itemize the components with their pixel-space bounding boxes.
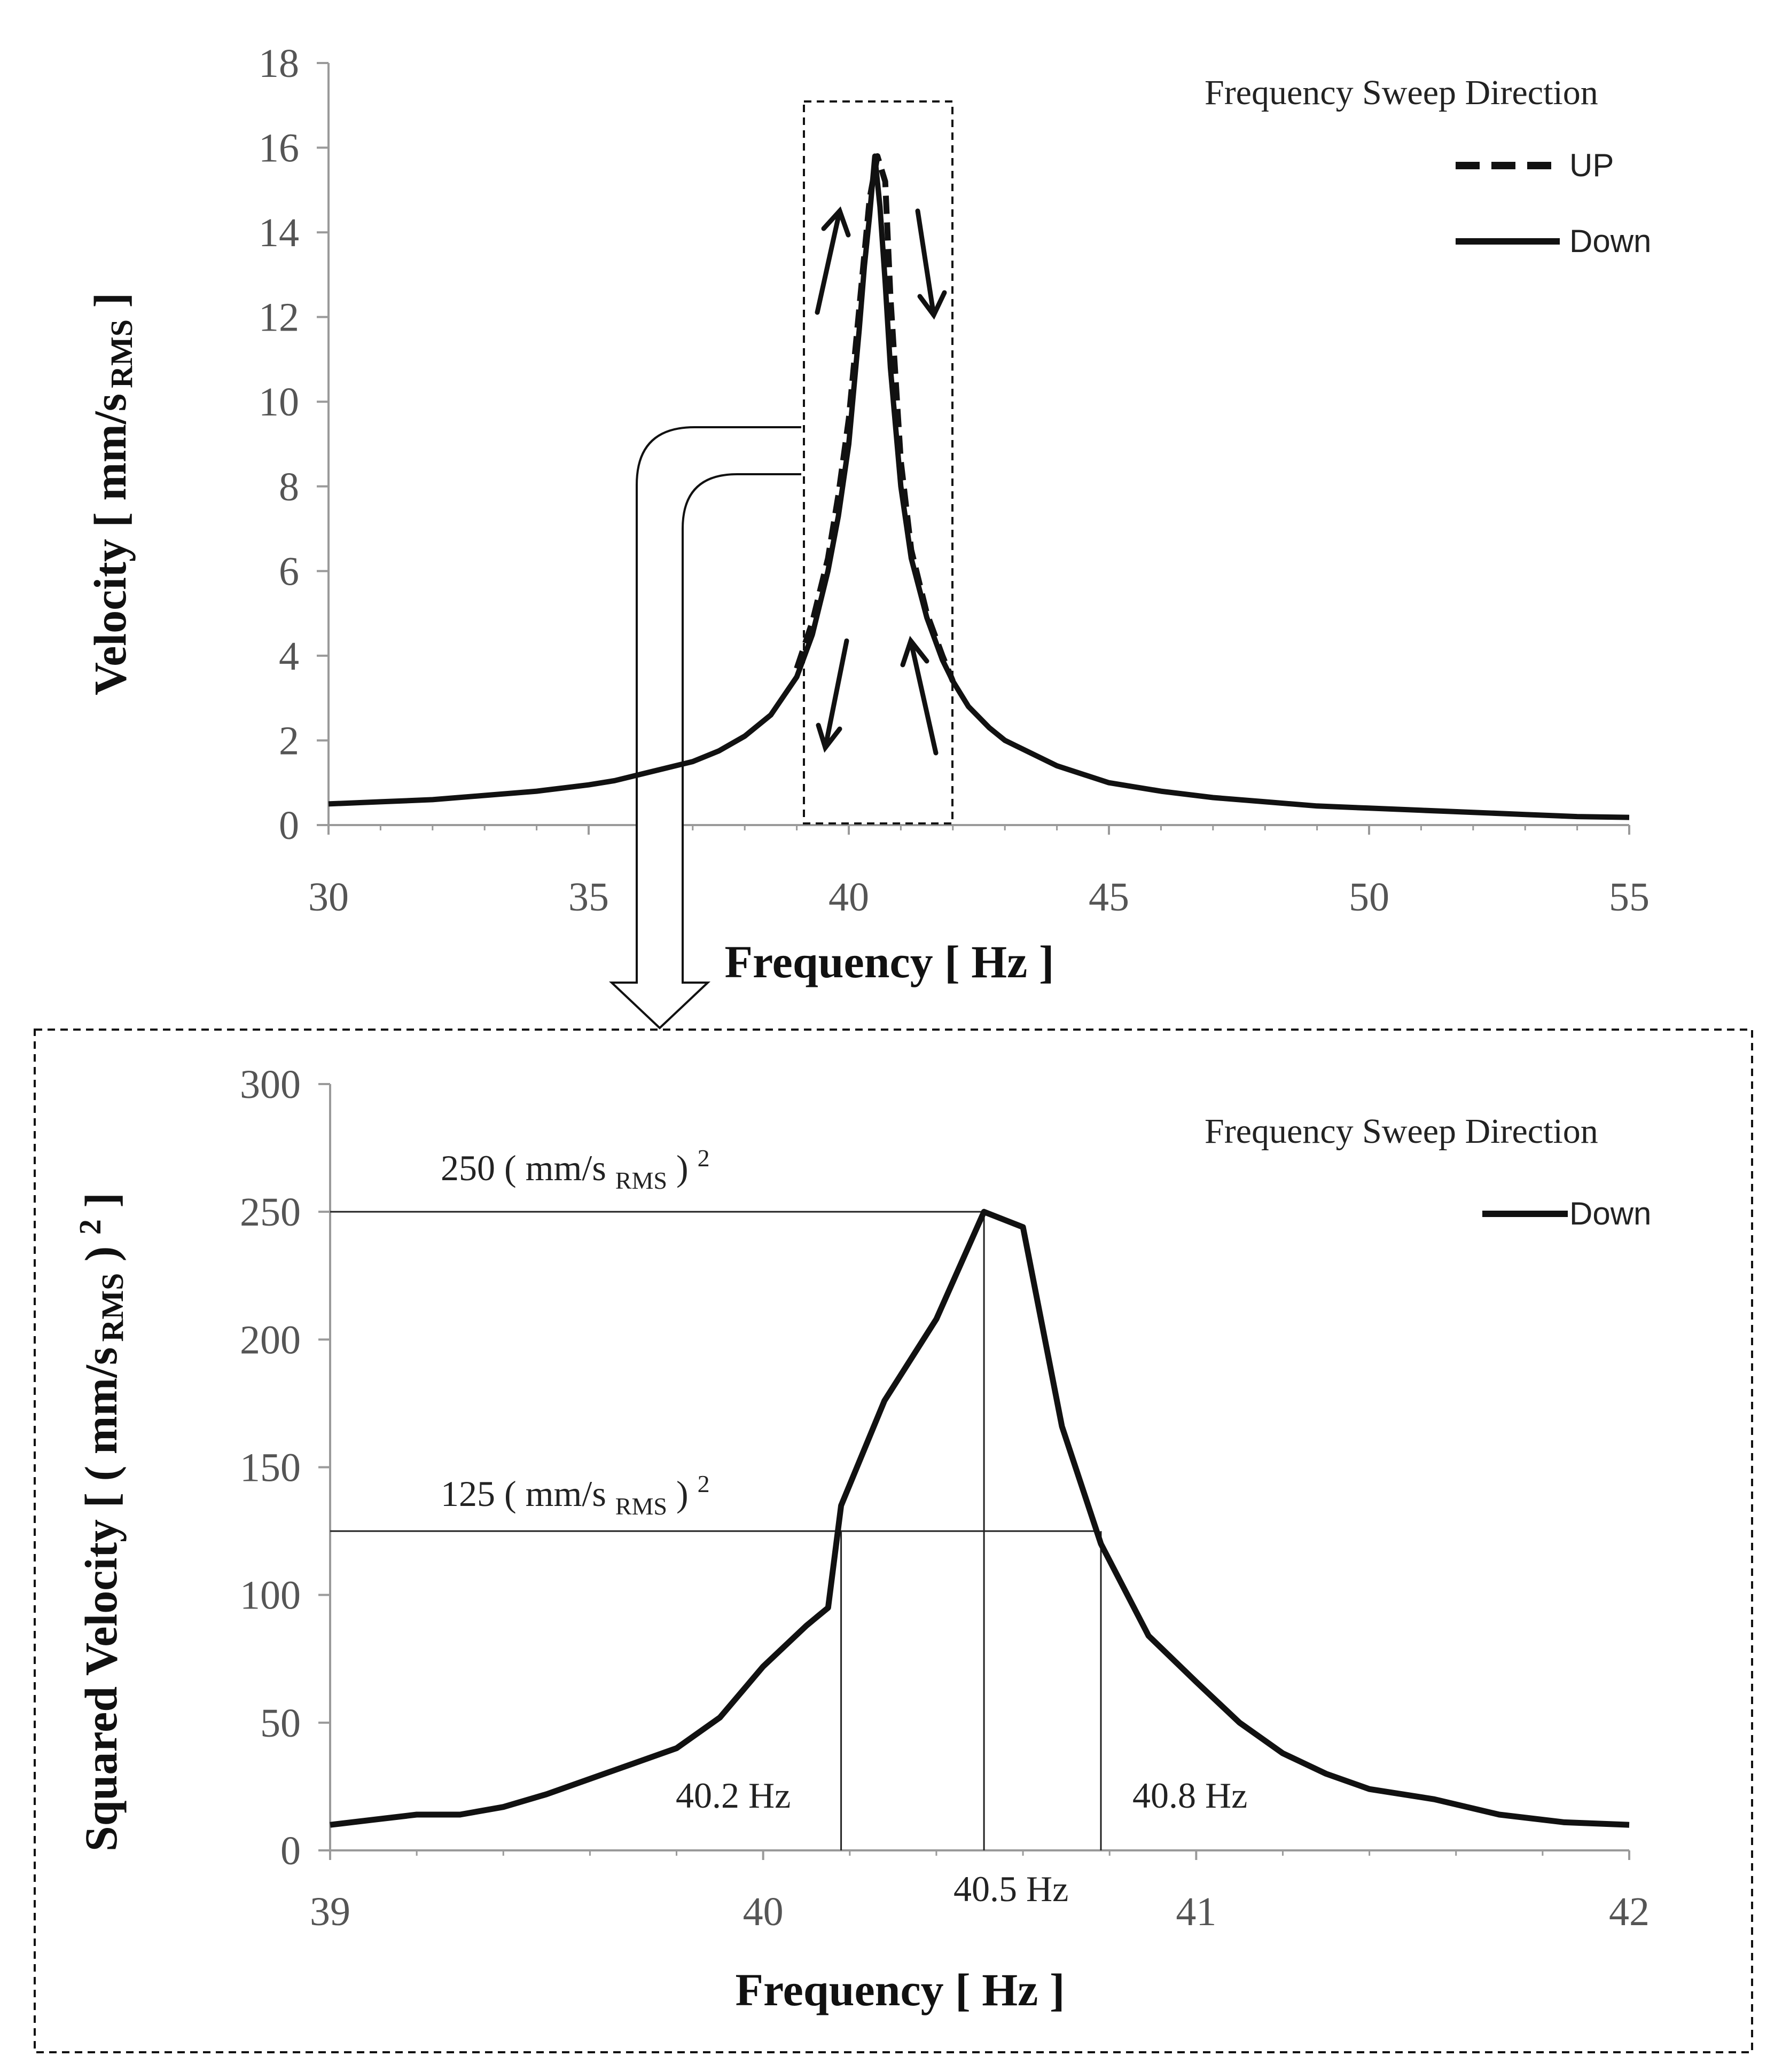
squared-velocity-y-tick-label: 200	[240, 1317, 301, 1362]
squared-velocity-series	[330, 1208, 1630, 1828]
sweep-direction-arrows	[815, 206, 947, 756]
velocity-y-axis-title: Velocity [ mm/sRMS ]	[84, 293, 139, 695]
arrow-down-icon	[816, 638, 849, 753]
squared-velocity-x-tick-label: 41	[1176, 1889, 1216, 1934]
velocity-x-tick-label: 50	[1349, 875, 1389, 920]
ref-label-125: 125 ( mm/s RMS ) 2	[441, 1470, 710, 1520]
squared-velocity-x-axis-title: Frequency [ Hz ]	[736, 1964, 1065, 2015]
legend-up-label: UP	[1569, 147, 1614, 183]
velocity-y-tick-label: 18	[259, 41, 299, 86]
squared-velocity-y-tick-label: 300	[240, 1062, 301, 1107]
squared-velocity-y-axis-title: Squared Velocity [ ( mm/sRMS ) 2 ]	[73, 1192, 130, 1851]
velocity-x-tick-label: 35	[568, 875, 609, 920]
ref-label-250: 250 ( mm/s RMS ) 2	[441, 1144, 710, 1194]
velocity-y-tick-label: 0	[279, 803, 299, 848]
velocity-y-tick-label: 14	[259, 210, 299, 255]
squared-velocity-y-tick-label: 250	[240, 1190, 301, 1235]
marker-label-40-8: 40.8 Hz	[1132, 1775, 1247, 1816]
squared-velocity-legend: Frequency Sweep Direction Down	[1205, 1112, 1651, 1231]
velocity-y-tick-label: 2	[279, 718, 299, 763]
squared-velocity-chart: 0 50 100 150 200 250 300 39 40 41 42 250 ( mm/s R…	[34, 1029, 1753, 2053]
velocity-legend: Frequency Sweep Direction UP Down	[1205, 73, 1651, 259]
velocity-y-tick-label: 8	[279, 465, 299, 509]
reference-lines	[330, 1211, 1102, 1850]
velocity-y-tick-label: 6	[279, 549, 299, 594]
velocity-series	[328, 153, 1630, 820]
velocity-chart: 0 2 4 6 8 10 12 14 16 18 30 35 40 45 50 55	[84, 41, 1651, 1030]
squared-velocity-y-tick-label: 150	[240, 1446, 301, 1490]
arrow-down-icon	[915, 208, 947, 320]
legend-down-label: Down	[1569, 1196, 1651, 1231]
velocity-x-tick-label: 40	[828, 875, 869, 920]
velocity-y-tick-label: 16	[259, 126, 299, 171]
squared-velocity-x-tick-label: 42	[1609, 1889, 1650, 1934]
squared-velocity-y-tick-labels: 0 50 100 150 200 250 300	[240, 1062, 301, 1873]
velocity-x-tick-label: 55	[1609, 875, 1650, 920]
squared-velocity-x-tick-label: 40	[743, 1889, 784, 1934]
marker-label-40-2: 40.2 Hz	[676, 1775, 791, 1816]
velocity-y-tick-labels: 0 2 4 6 8 10 12 14 16 18	[259, 41, 299, 848]
legend-title: Frequency Sweep Direction	[1205, 1112, 1598, 1151]
velocity-x-tick-label: 30	[308, 875, 349, 920]
series-down-line	[328, 153, 1630, 820]
series-down-line	[330, 1208, 1630, 1828]
zoom-callout-arrow	[608, 426, 801, 1030]
arrow-up-icon	[900, 635, 939, 756]
squared-velocity-x-tick-labels: 39 40 41 42	[310, 1889, 1650, 1934]
marker-label-40-5: 40.5 Hz	[953, 1869, 1068, 1909]
velocity-y-tick-label: 12	[259, 295, 299, 340]
velocity-x-axis-title: Frequency [ Hz ]	[725, 936, 1054, 987]
velocity-y-tick-label: 10	[259, 380, 299, 425]
squared-velocity-y-tick-label: 0	[280, 1828, 301, 1873]
arrow-up-icon	[815, 206, 851, 315]
squared-velocity-y-tick-label: 100	[240, 1573, 301, 1618]
squared-velocity-y-tick-label: 50	[260, 1701, 301, 1746]
legend-title: Frequency Sweep Direction	[1205, 73, 1598, 112]
squared-velocity-x-tick-label: 39	[310, 1889, 350, 1934]
velocity-axes	[317, 62, 1630, 835]
velocity-x-tick-label: 45	[1089, 875, 1129, 920]
legend-down-label: Down	[1569, 223, 1651, 259]
velocity-x-tick-labels: 30 35 40 45 50 55	[308, 875, 1650, 920]
series-up-line	[794, 153, 956, 682]
velocity-y-tick-label: 4	[279, 634, 299, 679]
